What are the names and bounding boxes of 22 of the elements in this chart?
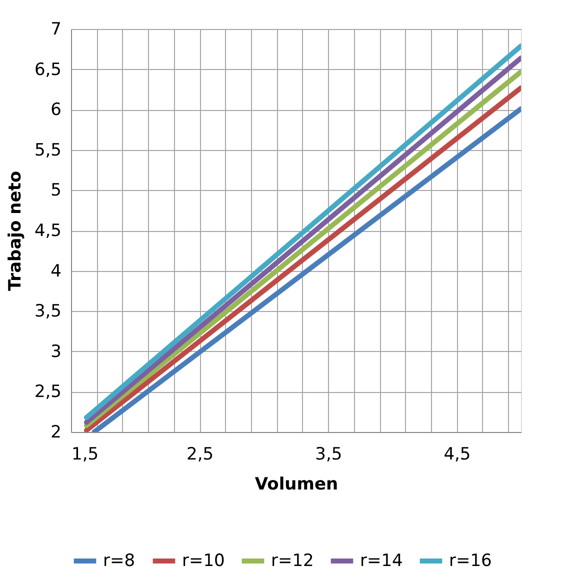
y-tick-label: 5 bbox=[50, 180, 62, 201]
y-tick-label: 2 bbox=[50, 422, 62, 442]
x-tick-label: 3,5 bbox=[315, 444, 342, 464]
legend-label: r=10 bbox=[182, 551, 225, 571]
x-tick-label: 2,5 bbox=[186, 444, 214, 464]
y-tick-label: 6,5 bbox=[34, 60, 62, 80]
x-axis-title: Volumen bbox=[254, 474, 338, 494]
y-tick-label: 6 bbox=[50, 100, 62, 120]
legend-label: r=14 bbox=[360, 551, 403, 571]
y-tick-label: 3 bbox=[50, 342, 62, 362]
legend-label: r=12 bbox=[271, 551, 314, 571]
y-axis-title: Trabajo neto bbox=[5, 170, 26, 292]
y-tick-label: 5,5 bbox=[34, 140, 62, 160]
y-tick-label: 7 bbox=[50, 20, 62, 40]
y-tick-label: 4 bbox=[50, 261, 62, 282]
legend-label: r=16 bbox=[449, 551, 492, 571]
y-tick-label: 4,5 bbox=[34, 221, 62, 241]
y-tick-label: 2,5 bbox=[34, 382, 62, 402]
legend-label: r=8 bbox=[103, 551, 136, 571]
x-tick-label: 1,5 bbox=[72, 444, 99, 464]
x-tick-label: 4,5 bbox=[444, 444, 471, 464]
y-tick-label: 3,5 bbox=[34, 302, 62, 322]
